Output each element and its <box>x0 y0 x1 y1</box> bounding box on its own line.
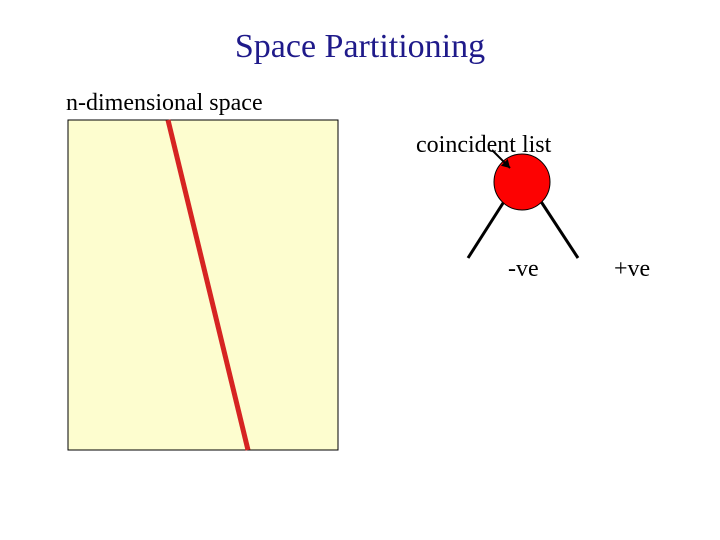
diagram-canvas <box>0 0 720 540</box>
tree-root-node <box>494 154 550 210</box>
tree-edge-right <box>540 200 578 258</box>
space-box <box>68 120 338 450</box>
tree-edge-left <box>468 200 505 258</box>
